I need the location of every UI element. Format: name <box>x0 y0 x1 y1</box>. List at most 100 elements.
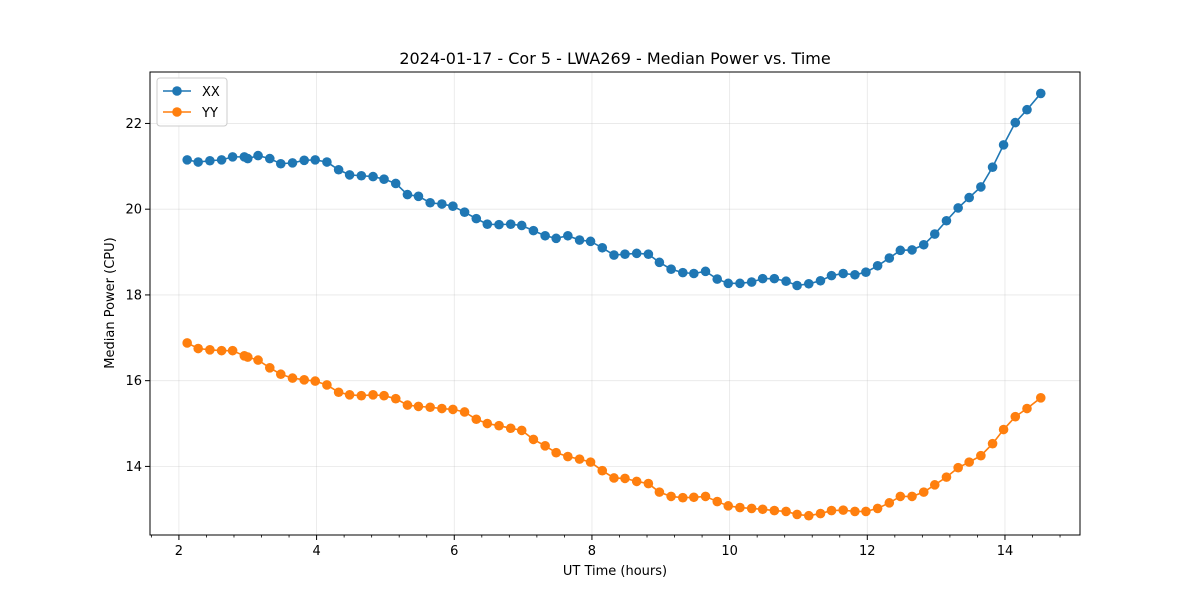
data-point-yy <box>838 505 848 515</box>
data-point-yy <box>826 505 837 516</box>
data-point-xx <box>216 155 227 165</box>
data-point-xx <box>344 170 355 180</box>
data-point-xx <box>861 267 871 278</box>
data-point-yy <box>574 454 585 464</box>
data-point-xx <box>1035 88 1046 99</box>
data-point-xx <box>448 201 458 211</box>
data-point-yy <box>413 401 424 412</box>
data-point-xx <box>918 239 929 250</box>
x-axis-label: UT Time (hours) <box>563 564 667 579</box>
data-point-xx <box>390 178 401 189</box>
data-point-yy <box>390 393 401 404</box>
data-point-xx <box>471 213 482 224</box>
data-point-yy <box>322 380 332 390</box>
data-point-yy <box>540 441 550 451</box>
data-point-xx <box>402 189 413 200</box>
data-point-yy <box>299 375 309 385</box>
data-point-xx <box>299 155 309 166</box>
data-point-yy <box>700 491 711 502</box>
data-point-yy <box>333 387 344 398</box>
data-point-xx <box>597 242 608 253</box>
data-point-xx <box>227 152 238 162</box>
data-point-xx <box>205 155 215 166</box>
y-axis: 14 16 18 20 22 <box>125 117 150 475</box>
data-point-yy <box>953 462 963 473</box>
data-point-xx <box>735 278 745 289</box>
x-tick-label: 2 <box>175 544 183 559</box>
data-point-yy <box>964 457 974 467</box>
data-point-yy <box>654 487 665 497</box>
data-point-yy <box>448 404 458 415</box>
data-point-xx <box>631 248 642 259</box>
data-point-yy <box>216 345 227 356</box>
data-point-yy <box>803 510 814 521</box>
data-point-xx <box>654 257 665 268</box>
data-point-yy <box>242 352 253 362</box>
data-point-xx <box>723 278 734 289</box>
data-point-xx <box>437 199 447 209</box>
data-point-yy <box>643 478 654 489</box>
y-axis-label: Median Power (CPU) <box>103 237 118 368</box>
data-point-yy <box>275 369 286 380</box>
plot-frame <box>149 71 1081 536</box>
data-point-yy <box>494 420 504 431</box>
legend-label-yy: YY <box>201 106 218 121</box>
data-point-yy <box>609 473 619 483</box>
data-point-xx <box>563 230 573 241</box>
x-tick-label: 12 <box>859 544 876 559</box>
data-point-xx <box>551 233 561 244</box>
data-point-xx <box>275 158 286 169</box>
data-point-yy <box>356 390 367 401</box>
data-point-xx <box>998 140 1009 150</box>
data-point-xx <box>850 269 860 280</box>
data-point-yy <box>666 491 676 502</box>
x-tick-label: 8 <box>588 544 596 559</box>
legend-label-xx: XX <box>202 85 220 100</box>
data-point-xx <box>482 219 493 229</box>
data-point-xx <box>413 191 424 202</box>
series-line-xx <box>187 92 1042 287</box>
data-point-yy <box>895 491 906 502</box>
data-point-xx <box>242 153 253 164</box>
data-point-yy <box>792 509 802 520</box>
data-point-yy <box>998 424 1009 435</box>
data-point-xx <box>574 235 585 245</box>
data-point-xx <box>528 225 539 236</box>
data-point-yy <box>471 414 482 425</box>
data-point-yy <box>907 491 917 502</box>
data-point-xx <box>769 273 780 284</box>
data-point-xx <box>907 245 917 255</box>
data-point-xx <box>884 253 895 263</box>
data-point-yy <box>769 505 780 516</box>
data-point-yy <box>757 504 768 515</box>
data-point-xx <box>666 264 676 275</box>
data-point-yy <box>976 450 986 461</box>
data-point-xx <box>792 280 802 291</box>
data-point-yy <box>850 506 860 517</box>
data-point-yy <box>551 447 561 458</box>
data-point-xx <box>494 219 504 230</box>
data-point-xx <box>333 164 344 175</box>
y-tick-label: 18 <box>125 288 142 303</box>
data-point-xx <box>757 273 768 284</box>
data-point-yy <box>205 345 215 355</box>
data-point-yy <box>987 438 998 449</box>
y-tick-label: 16 <box>125 374 142 389</box>
data-point-yy <box>368 390 378 400</box>
data-point-xx <box>540 230 550 241</box>
data-point-yy <box>585 457 596 467</box>
data-point-yy <box>1010 411 1021 422</box>
data-point-xx <box>781 276 791 287</box>
series-layer <box>182 88 1046 521</box>
data-point-yy <box>264 363 275 373</box>
data-point-xx <box>505 219 516 229</box>
data-point-yy <box>344 390 355 400</box>
data-point-xx <box>368 171 378 182</box>
x-axis: 2 4 6 8 10 12 14 <box>150 535 1061 559</box>
data-point-yy <box>459 407 470 417</box>
y-tick-label: 14 <box>125 460 142 475</box>
data-point-xx <box>838 268 848 279</box>
data-point-xx <box>193 157 203 167</box>
series-line-yy <box>186 342 1042 517</box>
y-tick-label: 22 <box>125 117 142 132</box>
